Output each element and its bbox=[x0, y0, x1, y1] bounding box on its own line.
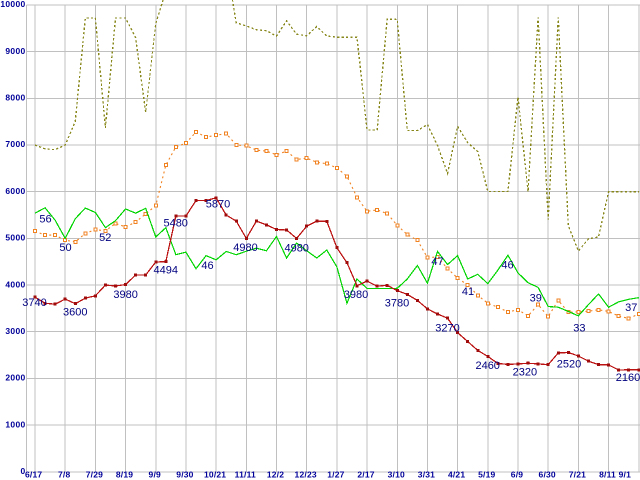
svg-text:8/19: 8/19 bbox=[116, 470, 133, 480]
svg-text:5/19: 5/19 bbox=[478, 470, 495, 480]
svg-text:46: 46 bbox=[201, 260, 213, 272]
svg-text:6000: 6000 bbox=[5, 186, 25, 196]
svg-text:37: 37 bbox=[625, 302, 637, 314]
svg-text:4494: 4494 bbox=[154, 265, 178, 277]
svg-text:3000: 3000 bbox=[5, 326, 25, 336]
svg-text:41: 41 bbox=[462, 286, 474, 298]
svg-text:50: 50 bbox=[59, 242, 71, 254]
svg-text:10000: 10000 bbox=[0, 0, 25, 9]
svg-text:6/30: 6/30 bbox=[539, 470, 556, 480]
svg-text:39: 39 bbox=[530, 293, 542, 305]
svg-text:10/21: 10/21 bbox=[204, 470, 226, 480]
svg-text:6/9: 6/9 bbox=[511, 470, 523, 480]
svg-text:33: 33 bbox=[573, 323, 585, 335]
svg-text:8/11: 8/11 bbox=[599, 470, 616, 480]
svg-text:3740: 3740 bbox=[22, 297, 46, 309]
svg-text:3/31: 3/31 bbox=[418, 470, 435, 480]
svg-text:2320: 2320 bbox=[513, 366, 537, 378]
svg-text:7/29: 7/29 bbox=[86, 470, 103, 480]
svg-text:3270: 3270 bbox=[435, 323, 459, 335]
svg-text:9/9: 9/9 bbox=[149, 470, 161, 480]
svg-text:12/23: 12/23 bbox=[295, 470, 317, 480]
svg-text:2520: 2520 bbox=[557, 359, 581, 371]
svg-text:3980: 3980 bbox=[113, 289, 137, 301]
svg-text:7000: 7000 bbox=[5, 139, 25, 149]
svg-text:52: 52 bbox=[99, 232, 111, 244]
svg-text:5870: 5870 bbox=[206, 198, 230, 210]
svg-text:5480: 5480 bbox=[163, 218, 187, 230]
svg-text:2000: 2000 bbox=[5, 373, 25, 383]
svg-text:3/10: 3/10 bbox=[388, 470, 405, 480]
svg-text:12/2: 12/2 bbox=[267, 470, 284, 480]
svg-text:4/21: 4/21 bbox=[448, 470, 465, 480]
svg-text:3980: 3980 bbox=[344, 289, 368, 301]
svg-text:4000: 4000 bbox=[5, 279, 25, 289]
svg-text:1/27: 1/27 bbox=[327, 470, 344, 480]
svg-text:56: 56 bbox=[39, 214, 51, 226]
svg-text:47: 47 bbox=[431, 256, 443, 268]
svg-text:4980: 4980 bbox=[233, 242, 257, 254]
svg-text:0: 0 bbox=[20, 466, 25, 476]
svg-text:2/17: 2/17 bbox=[357, 470, 374, 480]
svg-text:2160: 2160 bbox=[616, 372, 640, 384]
svg-text:7/8: 7/8 bbox=[58, 470, 70, 480]
svg-text:3780: 3780 bbox=[385, 298, 409, 310]
svg-text:11/11: 11/11 bbox=[235, 470, 256, 480]
svg-text:7/21: 7/21 bbox=[569, 470, 586, 480]
svg-text:8000: 8000 bbox=[5, 93, 25, 103]
svg-text:2460: 2460 bbox=[475, 360, 499, 372]
svg-text:4980: 4980 bbox=[284, 243, 308, 255]
svg-text:6/17: 6/17 bbox=[25, 470, 42, 480]
svg-text:3600: 3600 bbox=[63, 307, 87, 319]
svg-text:9/30: 9/30 bbox=[176, 470, 193, 480]
svg-text:9000: 9000 bbox=[5, 46, 25, 56]
svg-text:5000: 5000 bbox=[5, 233, 25, 243]
svg-text:1000: 1000 bbox=[5, 419, 25, 429]
svg-text:46: 46 bbox=[501, 260, 513, 272]
svg-text:9/1: 9/1 bbox=[619, 470, 631, 480]
